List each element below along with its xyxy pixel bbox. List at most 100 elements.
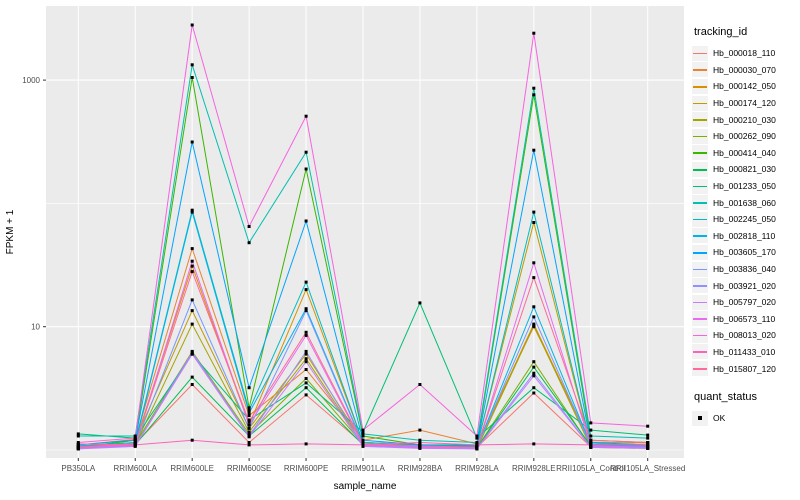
data-point [532, 276, 536, 280]
legend-key-swatch-icon [692, 95, 708, 111]
data-point [247, 225, 251, 228]
legend-key-swatch-icon [692, 178, 708, 194]
legend-item: Hb_000030_070 [692, 62, 798, 79]
data-point [133, 442, 137, 446]
data-point [247, 443, 251, 447]
data-point [646, 441, 650, 444]
data-point [190, 259, 194, 263]
quant-status-legend: quant_status OK [692, 391, 798, 427]
data-point [247, 418, 251, 422]
data-point [304, 150, 308, 154]
data-point [532, 305, 536, 309]
data-point [589, 421, 593, 425]
legend-item-label: Hb_000174_120 [713, 98, 776, 109]
data-point [247, 241, 251, 245]
data-point [247, 435, 251, 439]
data-point [304, 330, 308, 334]
data-point [532, 374, 536, 378]
data-point [190, 383, 194, 386]
x-tick-label: RRIM901LA [341, 464, 385, 473]
x-tick-label: RRIM600PE [284, 464, 328, 473]
data-point [646, 445, 650, 449]
data-point [190, 210, 194, 214]
data-point [532, 371, 536, 375]
x-tick-label: RRIM600LA [113, 464, 157, 473]
legend-item-label: Hb_000821_030 [713, 164, 776, 175]
data-point [589, 441, 593, 444]
data-point [418, 441, 422, 444]
x-tick-label: RRIM600LE [170, 464, 214, 473]
legend-title-quant-status: quant_status [694, 390, 757, 403]
legend-item: Hb_002245_050 [692, 211, 798, 228]
legend-item-label: Hb_003836_040 [713, 264, 776, 275]
legend-key-swatch-icon [692, 294, 708, 310]
data-point [76, 445, 80, 449]
legend-item-label: Hb_015807_120 [713, 363, 776, 374]
data-point [190, 298, 194, 302]
data-point [304, 280, 308, 284]
legend-item-label: Hb_000030_070 [713, 64, 776, 75]
legend-panel: tracking_id Hb_000018_110 Hb_000030_070 Hb… [692, 26, 798, 426]
y-tick-label: 1000 [22, 76, 40, 85]
legend-key-swatch-icon [692, 211, 708, 227]
data-point [190, 76, 194, 79]
x-tick-label: RRII105LA_Control [556, 464, 626, 473]
data-point [532, 442, 536, 446]
x-tick-label: RRIM928LA [455, 464, 499, 473]
legend-key-swatch-icon [692, 78, 708, 94]
data-point [304, 219, 308, 223]
legend-key-swatch-icon [692, 261, 708, 277]
legend-item-label: Hb_001638_060 [713, 197, 776, 208]
data-point [532, 31, 536, 35]
legend-item: Hb_005797_020 [692, 294, 798, 311]
data-point [532, 391, 536, 395]
data-point [247, 441, 251, 444]
data-point [475, 441, 479, 444]
legend-item: Hb_000174_120 [692, 95, 798, 112]
data-point [304, 307, 308, 311]
legend-item: Hb_000414_040 [692, 145, 798, 162]
legend-item-label: Hb_008013_020 [713, 330, 776, 341]
legend-key-swatch-icon [692, 128, 708, 144]
data-point [304, 288, 308, 292]
legend-item: Hb_015807_120 [692, 360, 798, 377]
data-point [646, 443, 650, 447]
legend-title-tracking-id: tracking_id [694, 26, 748, 38]
data-point [247, 432, 251, 436]
data-point [247, 386, 251, 390]
data-point [190, 264, 194, 268]
data-point [532, 86, 536, 90]
data-point [418, 301, 422, 305]
data-point [532, 360, 536, 364]
data-point [247, 408, 251, 412]
legend-item: Hb_011433_010 [692, 344, 798, 361]
data-point [304, 333, 308, 337]
legend-item-label: Hb_011433_010 [713, 346, 776, 357]
data-point [304, 377, 308, 380]
legend-item-label: Hb_001233_050 [713, 181, 776, 192]
data-point [190, 208, 194, 212]
data-point [76, 434, 80, 438]
legend-item: Hb_002818_110 [692, 228, 798, 245]
data-point [532, 210, 536, 214]
data-point [76, 432, 80, 436]
tracking-id-legend-items: Hb_000018_110 Hb_000030_070 Hb_000142_050 H… [692, 45, 798, 377]
x-tick-label: RRIM928LE [512, 464, 556, 473]
x-tick-label: RRII105LA_Stressed [610, 464, 685, 473]
data-point [361, 434, 365, 438]
x-tick-label: PB350LA [61, 464, 95, 473]
data-point [646, 433, 650, 437]
data-point [190, 352, 194, 356]
legend-key-swatch-icon [692, 228, 708, 244]
data-point [190, 309, 194, 313]
legend-item-label: Hb_003921_020 [713, 280, 776, 291]
data-point [190, 140, 194, 144]
data-point [589, 438, 593, 442]
data-point [418, 383, 422, 386]
legend-item: Hb_000821_030 [692, 161, 798, 178]
legend-item-label: Hb_000018_110 [713, 48, 776, 59]
data-point [361, 428, 365, 432]
data-point [475, 434, 479, 438]
